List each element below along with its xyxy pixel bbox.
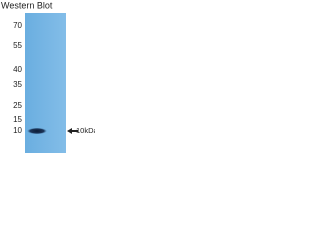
marker-label: 55: [13, 41, 22, 50]
protein-band: [27, 127, 47, 135]
marker-label: 10: [13, 126, 22, 135]
marker-label: 70: [13, 21, 22, 30]
title: Western Blot: [1, 0, 53, 10]
marker-label: 25: [13, 101, 22, 110]
western-blot: Western Blot 10kDa 70 55 40 35 25 15 10: [1, 0, 95, 153]
arrow: [67, 128, 78, 134]
marker-label: 40: [13, 65, 22, 74]
marker-labels: 70 55 40 35 25 15 10: [13, 21, 22, 135]
band-label: 10kDa: [76, 126, 95, 135]
marker-label: 15: [13, 115, 22, 124]
marker-label: 35: [13, 80, 22, 89]
